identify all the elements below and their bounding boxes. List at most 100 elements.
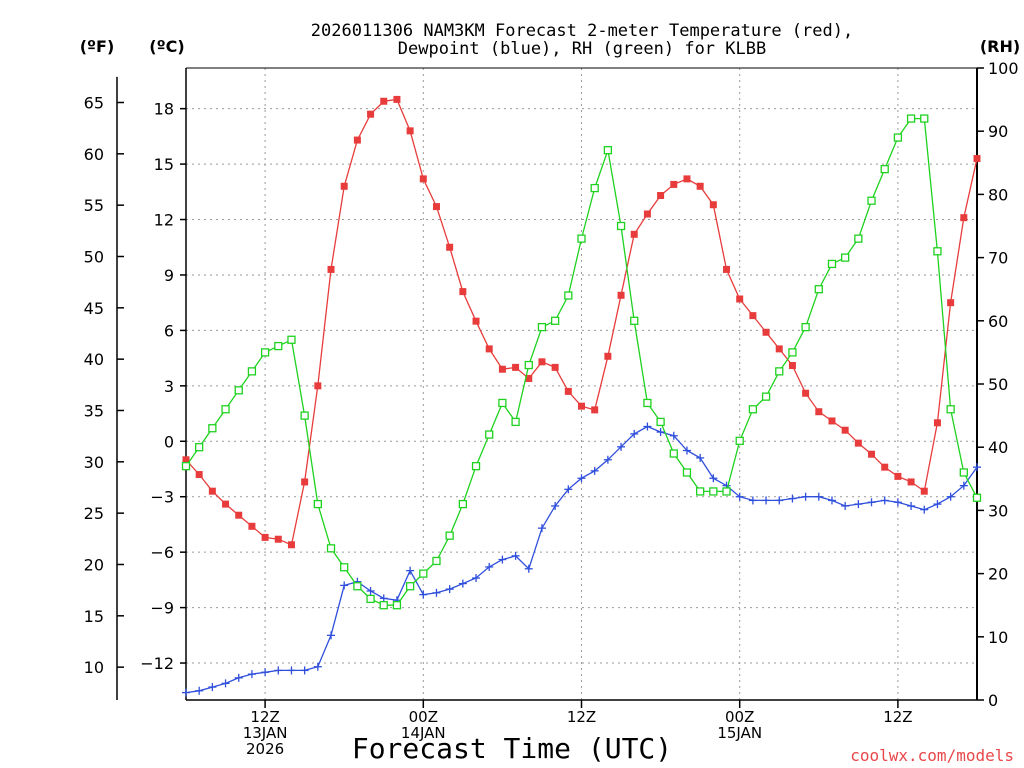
rh-point [748, 405, 758, 414]
rh-point [300, 411, 309, 420]
celsius-tick-label: 0 [164, 432, 174, 451]
rh-point [867, 196, 876, 205]
dewpoint-point [419, 590, 428, 599]
rh-point [630, 316, 639, 325]
rh-point [880, 164, 889, 174]
rh-point [854, 234, 863, 243]
dewpoint-point [524, 564, 533, 573]
rh-tick-label: 100 [988, 59, 1019, 78]
rh-point [920, 114, 929, 123]
temperature-point [208, 487, 216, 495]
temperature-point [446, 243, 454, 251]
rh-point [511, 417, 520, 427]
rh-point [709, 487, 718, 496]
temperature-point [736, 295, 744, 303]
rh-point [274, 341, 283, 351]
dewpoint-point [485, 562, 494, 571]
temperature-point [868, 450, 876, 458]
dewpoint-point [643, 422, 652, 431]
celsius-tick-label: −12 [140, 654, 174, 673]
temperature-point [973, 155, 981, 163]
temperature-point [301, 478, 309, 486]
dewpoint-point [854, 500, 863, 509]
rh-point [761, 392, 771, 401]
fahrenheit-tick-label: 40 [84, 350, 104, 369]
temperature-point [670, 180, 678, 188]
celsius-tick-label: 12 [154, 211, 174, 230]
dewpoint-point [498, 555, 507, 564]
rh-point [379, 601, 388, 610]
dewpoint-point [748, 496, 757, 505]
dewpoint-point [696, 453, 705, 462]
temperature-point [815, 408, 823, 416]
rh-point [366, 594, 375, 604]
temperature-point [604, 352, 612, 360]
temperature-point [578, 402, 585, 410]
dewpoint-point [537, 524, 546, 533]
dewpoint-point [603, 455, 612, 464]
dewpoint-point [287, 666, 296, 675]
dewpoint-point [432, 588, 441, 597]
temperature-point [933, 419, 941, 427]
fahrenheit-tick-label: 45 [84, 299, 104, 318]
temperature-point [802, 389, 810, 397]
rh-point [564, 291, 573, 300]
dewpoint-point [907, 501, 916, 510]
rh-point [432, 556, 441, 566]
credit-text: coolwx.com/models [850, 746, 1014, 765]
temperature-point [841, 426, 849, 434]
dewpoint-point [933, 500, 942, 509]
temperature-point [762, 328, 770, 336]
temperature-point [960, 214, 968, 222]
rh-tick-label: 30 [988, 501, 1008, 520]
rh-point [550, 316, 560, 325]
rh-point [946, 405, 955, 414]
x-tick-label: 15JAN [717, 724, 762, 742]
temperature-point [472, 317, 480, 325]
celsius-tick-label: −6 [150, 543, 174, 562]
rh-point [405, 582, 415, 591]
rh-point [669, 449, 678, 458]
x-tick-label: 12Z [883, 708, 912, 726]
dewpoint-point [406, 566, 415, 575]
dewpoint-point [867, 498, 876, 507]
temperature-point [367, 110, 375, 118]
temperature-point [723, 265, 731, 273]
rh-tick-label: 70 [988, 249, 1008, 268]
temperature-point [828, 417, 836, 425]
temperature-point [854, 439, 862, 447]
dewpoint-point [274, 666, 283, 675]
fahrenheit-tick-label: 60 [84, 145, 104, 164]
rh-point [419, 569, 428, 578]
dewpoint-point [551, 501, 560, 510]
dewpoint-point [920, 505, 929, 514]
rh-point [735, 436, 744, 446]
temperature-point [406, 127, 414, 135]
x-tick-label: 14JAN [401, 724, 446, 742]
dewpoint-point [247, 670, 256, 679]
temperature-point [551, 363, 559, 371]
dewpoint-point [841, 501, 850, 510]
celsius-tick-label: 3 [164, 377, 174, 396]
dewpoint-point [709, 474, 718, 483]
temperature-point [591, 406, 599, 414]
chart-title-line2: Dewpoint (blue), RH (green) for KLBB [398, 39, 766, 59]
fahrenheit-tick-label: 65 [84, 93, 104, 112]
temperature-point [709, 201, 717, 209]
temperature-point [788, 362, 796, 370]
dewpoint-point [261, 668, 270, 677]
dewpoint-point [313, 662, 322, 671]
temperature-point [564, 387, 572, 395]
celsius-tick-label: 18 [154, 100, 174, 119]
temperature-point [643, 210, 651, 218]
rh-point [181, 462, 191, 471]
temperature-point [261, 533, 269, 541]
rh-tick-label: 10 [988, 628, 1008, 647]
temperature-point [947, 299, 955, 307]
x-tick-label: 00Z [725, 708, 754, 726]
temperature-point [657, 192, 665, 200]
rh-point [247, 367, 257, 376]
rh-point [577, 234, 586, 243]
